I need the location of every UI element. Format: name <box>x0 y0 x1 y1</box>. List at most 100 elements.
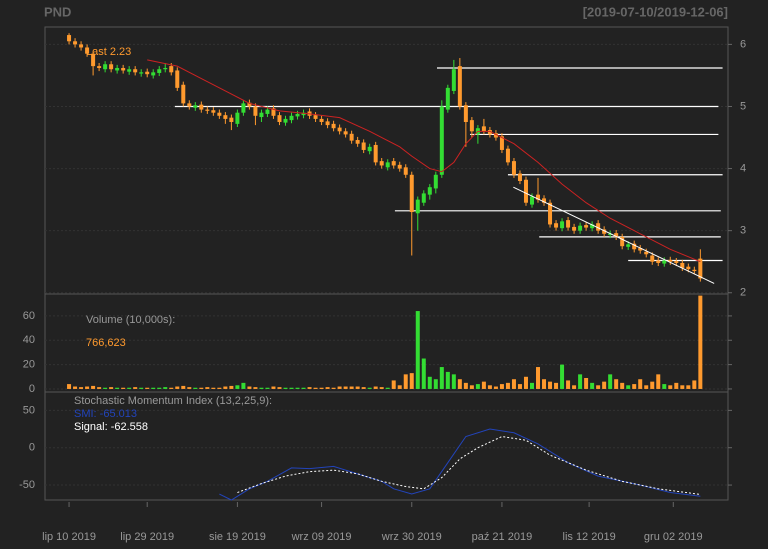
candle-body <box>668 259 673 262</box>
candle-body <box>596 223 601 231</box>
candle-body <box>295 113 300 117</box>
candle-body <box>283 118 288 123</box>
candle-body <box>403 167 408 175</box>
volume-bar <box>157 387 162 389</box>
volume-bar <box>638 379 643 389</box>
volume-bar <box>295 387 300 389</box>
candle-body <box>373 144 378 163</box>
candle-body <box>337 127 342 132</box>
volume-bar <box>590 382 595 389</box>
candle-body <box>319 118 324 123</box>
volume-bar <box>499 384 504 389</box>
y-tick-label: 6 <box>740 38 746 50</box>
candle-body <box>367 146 372 152</box>
volume-bar <box>103 387 108 389</box>
y-tick-label: 2 <box>740 287 746 299</box>
signal-legend: Signal: -62.558 <box>74 421 148 433</box>
volume-bar <box>115 387 120 389</box>
candle-body <box>127 69 132 72</box>
indicator-line <box>237 435 701 495</box>
volume-bar <box>205 387 210 389</box>
sma-line <box>147 59 701 263</box>
volume-bar <box>175 386 180 389</box>
candle-body <box>235 112 240 124</box>
x-tick-label: gru 02 2019 <box>644 531 703 543</box>
volume-bar <box>674 382 679 389</box>
candle-body <box>277 115 282 123</box>
volume-bar <box>337 386 342 389</box>
volume-bar <box>301 387 306 389</box>
candle-body <box>331 123 336 129</box>
candle-body <box>85 47 90 54</box>
candle-body <box>536 194 541 200</box>
last-price: Last 2.23 <box>86 46 131 58</box>
candle-body <box>181 84 186 104</box>
candle-body <box>115 67 120 71</box>
volume-last: 766,623 <box>86 337 126 349</box>
volume-bar <box>548 381 553 389</box>
smi-legend: SMI: -65.013 <box>74 408 137 420</box>
y-tick-label: 50 <box>23 404 35 416</box>
candle-body <box>325 121 330 126</box>
volume-bar <box>493 386 498 389</box>
x-tick-label: paź 21 2019 <box>472 531 533 543</box>
candle-body <box>517 173 522 181</box>
x-tick-label: wrz 30 2019 <box>381 531 442 543</box>
candle-body <box>698 258 703 279</box>
volume-bar <box>632 384 637 389</box>
candle-body <box>686 266 691 270</box>
volume-bar <box>277 387 282 389</box>
candle-body <box>427 187 432 195</box>
volume-bar <box>433 379 438 389</box>
volume-bar <box>331 387 336 389</box>
volume-bar <box>529 382 534 389</box>
x-tick-label: lip 10 2019 <box>42 531 96 543</box>
candle-body <box>361 142 366 150</box>
candle-body <box>608 233 613 236</box>
volume-bar <box>451 374 456 389</box>
volume-bar <box>385 387 390 389</box>
candle-body <box>217 112 222 116</box>
volume-bar <box>560 364 565 389</box>
volume-bar <box>403 374 408 389</box>
volume-bar <box>680 385 685 389</box>
volume-bar <box>602 381 607 389</box>
volume-bar <box>692 380 697 389</box>
candle-body <box>79 44 84 48</box>
candle-body <box>103 64 108 70</box>
y-tick-label: 4 <box>740 162 746 174</box>
volume-bar <box>566 380 571 389</box>
candle-body <box>650 255 655 262</box>
volume-bar <box>343 386 348 389</box>
volume-bar <box>668 385 673 389</box>
candle-body <box>139 72 144 74</box>
candle-body <box>481 126 486 132</box>
volume-bar <box>614 379 619 389</box>
candle-body <box>289 115 294 121</box>
volume-bar <box>457 379 462 389</box>
volume-bar <box>109 387 114 389</box>
volume-bar <box>349 386 354 389</box>
candle-body <box>578 225 583 231</box>
candle-body <box>169 66 174 73</box>
candle-body <box>542 198 547 203</box>
volume-bar <box>127 387 132 389</box>
volume-bar <box>656 374 661 389</box>
candle-body <box>223 115 228 119</box>
candle-body <box>560 221 565 229</box>
volume-bar <box>584 378 589 389</box>
candle-body <box>145 71 150 75</box>
candle-body <box>638 248 643 251</box>
candle-body <box>211 110 216 113</box>
candle-body <box>349 133 354 141</box>
candle-body <box>620 236 625 247</box>
volume-bar <box>223 386 228 389</box>
volume-bar <box>85 386 90 389</box>
volume-bar <box>373 386 378 389</box>
candle-body <box>265 109 270 114</box>
volume-bar <box>229 385 234 389</box>
candle-body <box>590 224 595 229</box>
volume-bar <box>686 385 691 389</box>
candle-body <box>271 108 276 116</box>
